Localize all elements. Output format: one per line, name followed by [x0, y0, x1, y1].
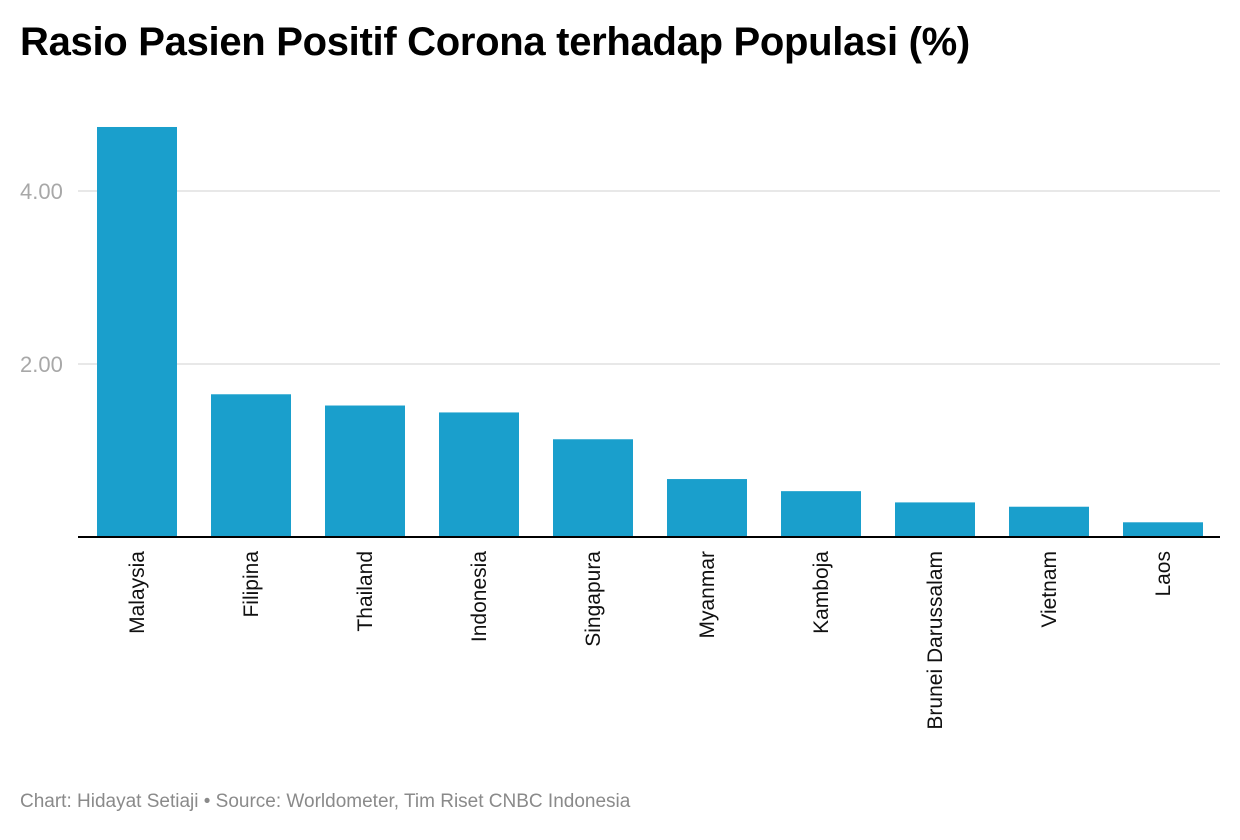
bar-laos: [1123, 522, 1203, 537]
x-tick-label: Filipina: [240, 551, 263, 618]
x-tick-label: Singapura: [582, 551, 605, 647]
bar-myanmar: [667, 479, 747, 537]
bar-brunei-darussalam: [895, 502, 975, 537]
gridlines: 2.00 4.00: [20, 179, 1220, 377]
x-tick-label: Thailand: [354, 551, 377, 632]
chart-credit: Chart: Hidayat Setiaji • Source: Worldom…: [20, 791, 631, 812]
y-tick-label: 4.00: [20, 179, 63, 204]
bar-kamboja: [781, 491, 861, 537]
y-tick-label: 2.00: [20, 352, 63, 377]
x-tick-label: Brunei Darussalam: [924, 551, 947, 730]
category-labels: Malaysia Filipina Thailand Indonesia Singapu…: [126, 551, 1175, 730]
bars: [97, 126, 1203, 538]
bar-malaysia: [97, 126, 177, 538]
bar-thailand: [325, 405, 405, 537]
x-tick-label: Laos: [1152, 551, 1175, 597]
x-tick-label: Myanmar: [696, 551, 719, 639]
x-tick-label: Vietnam: [1038, 551, 1061, 628]
chart-title: Rasio Pasien Positif Corona terhadap Pop…: [20, 20, 970, 64]
bar-singapura: [553, 439, 633, 537]
x-tick-label: Indonesia: [468, 551, 491, 642]
x-tick-label: Kamboja: [810, 551, 833, 634]
bar-indonesia: [439, 412, 519, 537]
x-tick-label: Malaysia: [126, 551, 149, 634]
bar-filipina: [211, 394, 291, 537]
bar-vietnam: [1009, 506, 1089, 537]
